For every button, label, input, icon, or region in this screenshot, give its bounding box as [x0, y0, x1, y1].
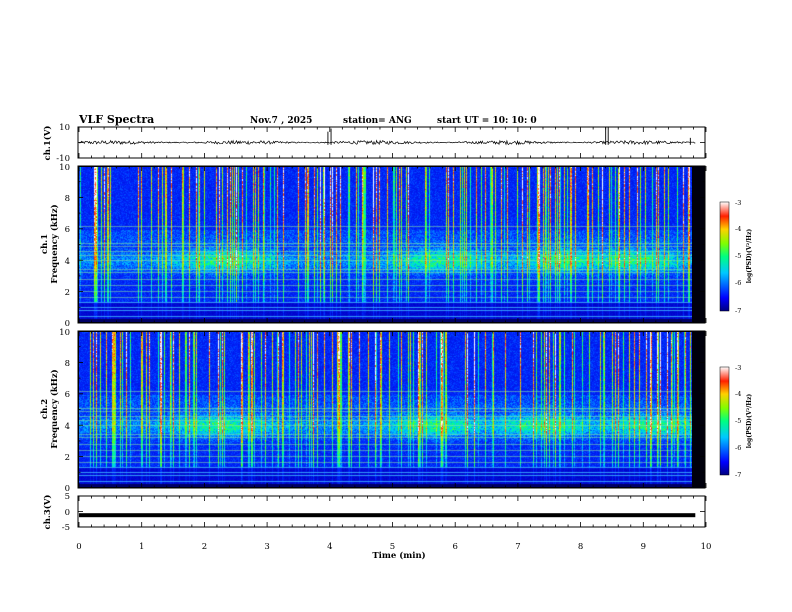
cb2-tick-5: -5 [735, 417, 741, 425]
ch3-waveform-line [79, 513, 696, 518]
xtick-5: 5 [390, 542, 395, 552]
cb1-tick-7: -7 [735, 307, 741, 315]
ch1-spikes [327, 127, 691, 145]
spec1-ytick-4: 4 [65, 257, 70, 267]
cb2-tick-4: -4 [735, 390, 741, 398]
spec2-ytick-8: 8 [65, 359, 70, 369]
colorbar-ch1-gradient [719, 201, 730, 312]
axis-ticks [78, 126, 707, 528]
cb1-label: log(PSD)(V²/Hz) [746, 229, 753, 284]
spec2-ylabel-channel: ch.2 [40, 399, 50, 419]
station-label: station= ANG [343, 116, 412, 126]
spec1-ytick-0: 0 [65, 319, 70, 329]
cb1-tick-6: -6 [735, 279, 741, 287]
cb2-tick-6: -6 [735, 444, 741, 452]
xtick-1: 1 [139, 542, 144, 552]
xtick-10: 10 [701, 542, 712, 552]
spec2-ytick-4: 4 [65, 422, 70, 432]
xtick-0: 0 [76, 542, 81, 552]
xtick-4: 4 [327, 542, 332, 552]
date-label: Nov.7 , 2025 [250, 116, 312, 126]
figure-title: VLF Spectra [78, 113, 154, 126]
start-time-label: start UT = 10: 10: 0 [437, 116, 537, 126]
ch1-waveform-line [78, 139, 696, 146]
cb1-tick-5: -5 [735, 252, 741, 260]
ch1-ytick-minus10: -10 [56, 154, 70, 164]
spec1-ytick-6: 6 [65, 225, 70, 235]
xtick-2: 2 [202, 542, 207, 552]
ch1-spectrogram-panel: 10 6 4 2 0 8 ch.1 Frequency (kHz) [40, 163, 706, 329]
ch2-spectrogram-image [79, 332, 692, 487]
ch3-ytick-minus5: -5 [62, 523, 70, 533]
ch1-waveform-panel: 10 -10 ch.1(V) [42, 123, 706, 164]
x-axis-label: Time (min) [372, 550, 425, 561]
colorbar-ch1: -3 -4 -5 -6 -7 log(PSD)(V²/Hz) [719, 199, 753, 315]
ch1-spectrogram-image [79, 167, 692, 322]
cb2-tick-7: -7 [735, 471, 741, 479]
colorbar-ch2: -3 -4 -5 -6 -7 log(PSD)(V²/Hz) [719, 364, 753, 479]
cb2-label: log(PSD)(V²/Hz) [746, 394, 753, 449]
spec2-ytick-6: 6 [65, 390, 70, 400]
xtick-7: 7 [515, 542, 520, 552]
x-axis: 0 1 2 3 4 5 6 7 8 9 10 Time (min) [76, 542, 711, 561]
cb1-tick-4: -4 [735, 225, 741, 233]
ch3-waveform-ylabel: ch.3(V) [42, 495, 53, 530]
cb2-tick-3: -3 [735, 364, 741, 372]
spec1-ytick-10: 10 [59, 163, 70, 173]
spec2-ylabel: Frequency (kHz) [49, 369, 60, 448]
ch2-spectrogram-panel: 10 8 6 4 2 0 ch.2 Frequency (kHz) [40, 328, 706, 494]
ch1-waveform-ylabel: ch.1(V) [42, 126, 53, 161]
xtick-6: 6 [452, 542, 457, 552]
spec1-ytick-8: 8 [65, 194, 70, 204]
spec1-ylabel: Frequency (kHz) [49, 204, 60, 283]
xtick-3: 3 [264, 542, 269, 552]
spec2-ytick-0: 0 [65, 484, 70, 494]
colorbar-ch2-gradient [719, 366, 730, 476]
ch1-ytick-10: 10 [59, 123, 70, 133]
spec1-ylabel-channel: ch.1 [40, 234, 50, 254]
spec2-ytick-10: 10 [59, 328, 70, 338]
xtick-9: 9 [641, 542, 646, 552]
ch3-ytick-0: 0 [65, 508, 70, 518]
spec2-ytick-2: 2 [65, 453, 70, 463]
ch3-ytick-5: 5 [65, 492, 70, 502]
spec1-ytick-2: 2 [65, 288, 70, 298]
xtick-8: 8 [578, 542, 583, 552]
cb1-tick-3: -3 [735, 199, 741, 207]
